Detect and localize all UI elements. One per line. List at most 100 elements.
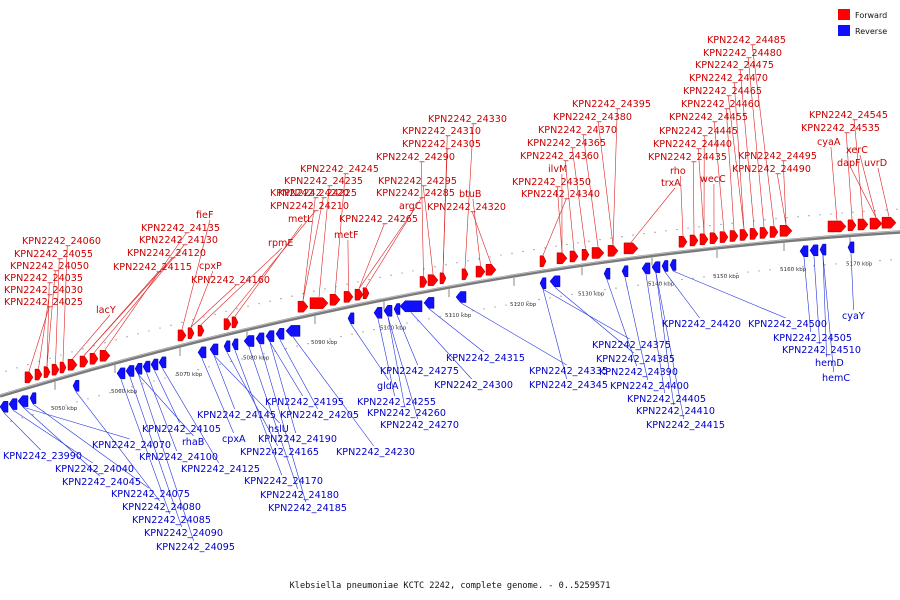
reverse-gene-label: KPN2242_24045 bbox=[62, 477, 141, 488]
reverse-connector bbox=[138, 374, 194, 542]
legend-forward-label: Forward bbox=[855, 11, 887, 20]
forward-connector bbox=[733, 82, 745, 229]
forward-gene-arrow bbox=[719, 231, 729, 243]
track-dot bbox=[252, 355, 254, 357]
forward-connector bbox=[776, 173, 787, 225]
forward-gene-label: KPN2242_24435 bbox=[648, 152, 727, 163]
scale-tick-label: 5090 kbp bbox=[311, 340, 338, 346]
reverse-gene-arrow bbox=[651, 261, 661, 273]
reverse-gene-arrow bbox=[265, 330, 275, 342]
reverse-gene-arrow bbox=[223, 340, 231, 353]
legend: Forward Reverse bbox=[838, 9, 887, 36]
reverse-gene-arrow bbox=[243, 335, 255, 347]
forward-gene-label: uvrD bbox=[864, 158, 887, 169]
track-dot bbox=[71, 351, 73, 353]
track-dot bbox=[208, 366, 210, 368]
forward-connector bbox=[422, 185, 434, 275]
reverse-gene-arrow bbox=[17, 395, 29, 407]
track-dot bbox=[159, 327, 161, 329]
forward-connector bbox=[747, 57, 765, 227]
forward-gene-label: KPN2242_24330 bbox=[428, 114, 507, 125]
track-dot bbox=[412, 270, 414, 272]
reverse-gene-label: gldA bbox=[377, 381, 399, 392]
track-dot bbox=[615, 287, 617, 289]
reverse-track-dots bbox=[10, 259, 892, 422]
track-dot bbox=[791, 267, 793, 269]
reverse-gene-arrow bbox=[231, 338, 239, 351]
reverse-connector bbox=[396, 314, 418, 366]
track-dot bbox=[505, 304, 507, 306]
track-dot bbox=[313, 290, 315, 292]
track-dot bbox=[467, 260, 469, 262]
track-dot bbox=[379, 276, 381, 279]
forward-gene-label: KPN2242_24535 bbox=[801, 123, 880, 134]
reverse-gene-label: cpxA bbox=[222, 434, 246, 445]
forward-connector bbox=[62, 245, 68, 362]
track-dot bbox=[219, 363, 221, 365]
track-dot bbox=[489, 256, 491, 258]
reverse-connector bbox=[259, 344, 306, 503]
forward-connector bbox=[190, 270, 214, 328]
reverse-gene-label: KPN2242_24505 bbox=[773, 333, 852, 344]
reverse-gene-label: hslU bbox=[268, 424, 289, 435]
reverse-connector bbox=[428, 308, 484, 353]
reverse-gene-arrow bbox=[399, 300, 423, 313]
reverse-gene-arrow bbox=[539, 277, 547, 289]
track-dot bbox=[406, 322, 408, 324]
forward-gene-arrow bbox=[847, 219, 857, 232]
legend-reverse-label: Reverse bbox=[855, 27, 887, 36]
track-dot bbox=[197, 369, 199, 371]
forward-gene-arrow bbox=[354, 288, 364, 301]
reverse-gene-label: KPN2242_24420 bbox=[662, 319, 741, 330]
forward-gene-label: KPN2242_24480 bbox=[703, 48, 782, 59]
track-dot bbox=[511, 252, 513, 254]
track-dot bbox=[192, 319, 194, 321]
reverse-gene-label: KPN2242_24375 bbox=[592, 340, 671, 351]
track-dot bbox=[434, 266, 436, 268]
forward-gene-label: argC bbox=[399, 201, 422, 212]
forward-gene-label: KPN2242_24235 bbox=[284, 176, 363, 187]
track-dot bbox=[351, 333, 353, 335]
forward-gene-label: KPN2242_24370 bbox=[538, 125, 617, 136]
track-dot bbox=[835, 263, 837, 265]
reverse-gene-label: KPN2242_24095 bbox=[156, 542, 235, 553]
forward-connector bbox=[46, 282, 50, 367]
track-dot bbox=[258, 303, 260, 305]
track-dot bbox=[830, 213, 832, 215]
reverse-gene-arrow bbox=[641, 262, 651, 275]
track-dot bbox=[126, 336, 128, 338]
track-dot bbox=[604, 289, 606, 291]
forward-gene-label: KPN2242_24340 bbox=[521, 189, 600, 200]
forward-connector bbox=[612, 108, 618, 245]
reverse-gene-label: KPN2242_24085 bbox=[132, 515, 211, 526]
forward-gene-label: KPN2242_24115 bbox=[113, 262, 192, 273]
track-dot bbox=[142, 383, 144, 385]
track-dot bbox=[648, 283, 650, 285]
scale-tick-label: 5140 kbp bbox=[648, 282, 675, 288]
forward-gene-arrow bbox=[427, 274, 439, 286]
forward-gene-label: KPN2242_24285 bbox=[376, 188, 455, 199]
track-dot bbox=[395, 324, 397, 326]
reverse-gene-arrow bbox=[150, 358, 159, 371]
track-dot bbox=[588, 240, 590, 242]
track-dot bbox=[445, 264, 447, 266]
track-dot bbox=[65, 404, 67, 406]
reverse-connector bbox=[279, 339, 318, 410]
reverse-connector bbox=[822, 255, 834, 373]
forward-gene-arrow bbox=[779, 225, 793, 237]
reverse-connector bbox=[655, 273, 684, 420]
reverse-gene-label: KPN2242_24300 bbox=[434, 380, 513, 391]
forward-gene-arrow bbox=[177, 329, 187, 342]
track-dot bbox=[93, 345, 95, 347]
track-dot bbox=[687, 227, 689, 229]
forward-connector bbox=[72, 314, 111, 359]
reverse-gene-arrow bbox=[255, 332, 265, 345]
track-dot bbox=[593, 290, 595, 292]
forward-gene-arrow bbox=[485, 264, 497, 276]
track-dot bbox=[769, 269, 771, 271]
forward-gene-label: lacY bbox=[96, 305, 116, 316]
track-dot bbox=[747, 271, 749, 273]
reverse-gene-label: KPN2242_24075 bbox=[111, 489, 190, 500]
track-dot bbox=[874, 210, 876, 212]
track-dot bbox=[758, 270, 760, 272]
